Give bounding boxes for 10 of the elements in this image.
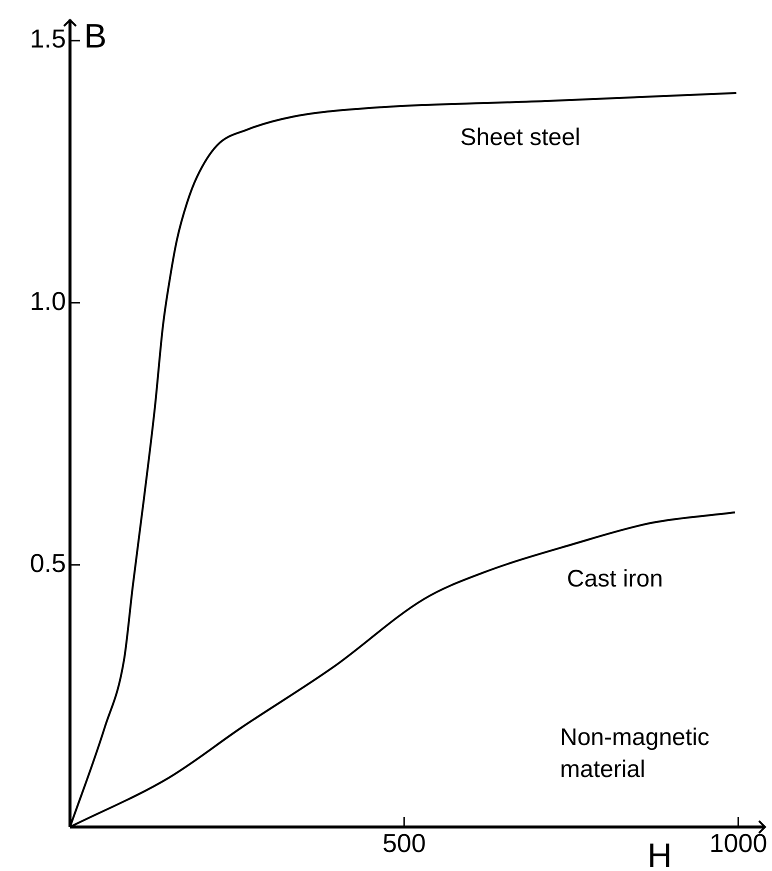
y-tick-label: 1.5 [30, 24, 66, 54]
x-tick-label: 1000 [709, 828, 768, 858]
y-tick-label: 0.5 [30, 548, 66, 578]
x-axis-title: H [647, 837, 672, 871]
series-label: Sheet steel [460, 124, 580, 151]
y-tick-label: 1.0 [30, 286, 66, 316]
annotation: Non-magnetic material [560, 724, 710, 783]
x-tick-label: 500 [382, 828, 426, 858]
series-label: Cast iron [566, 565, 663, 592]
y-axis-title: B [84, 18, 107, 56]
